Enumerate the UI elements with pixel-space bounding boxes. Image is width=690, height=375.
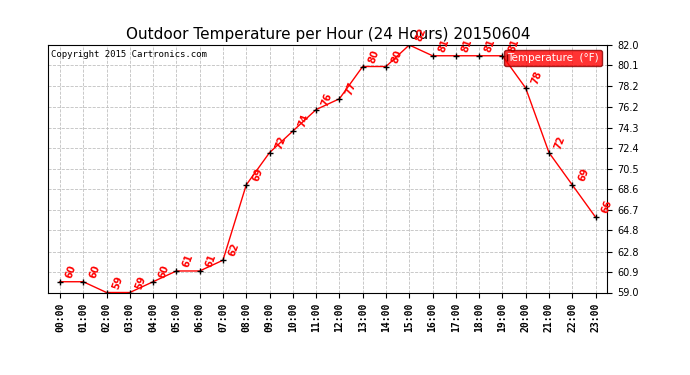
- Text: 59: 59: [134, 274, 148, 290]
- Text: 62: 62: [227, 242, 241, 258]
- Text: 76: 76: [320, 91, 334, 107]
- Text: 59: 59: [110, 274, 125, 290]
- Text: 74: 74: [297, 113, 311, 129]
- Text: 60: 60: [88, 264, 101, 280]
- Text: 60: 60: [64, 264, 78, 280]
- Text: 69: 69: [576, 166, 591, 183]
- Text: 82: 82: [413, 27, 428, 43]
- Text: 81: 81: [460, 38, 474, 54]
- Text: 81: 81: [437, 38, 451, 54]
- Text: 60: 60: [157, 264, 171, 280]
- Text: 69: 69: [250, 166, 264, 183]
- Legend: Temperature  (°F): Temperature (°F): [504, 50, 602, 66]
- Title: Outdoor Temperature per Hour (24 Hours) 20150604: Outdoor Temperature per Hour (24 Hours) …: [126, 27, 530, 42]
- Text: 61: 61: [181, 253, 195, 269]
- Text: 81: 81: [483, 38, 497, 54]
- Text: 81: 81: [506, 38, 521, 54]
- Text: 80: 80: [390, 48, 404, 64]
- Text: 77: 77: [344, 81, 357, 97]
- Text: 66: 66: [600, 199, 613, 215]
- Text: 80: 80: [367, 48, 381, 64]
- Text: Copyright 2015 Cartronics.com: Copyright 2015 Cartronics.com: [51, 50, 207, 59]
- Text: 78: 78: [530, 70, 544, 86]
- Text: 72: 72: [553, 134, 567, 150]
- Text: 72: 72: [274, 134, 288, 150]
- Text: 61: 61: [204, 253, 218, 269]
